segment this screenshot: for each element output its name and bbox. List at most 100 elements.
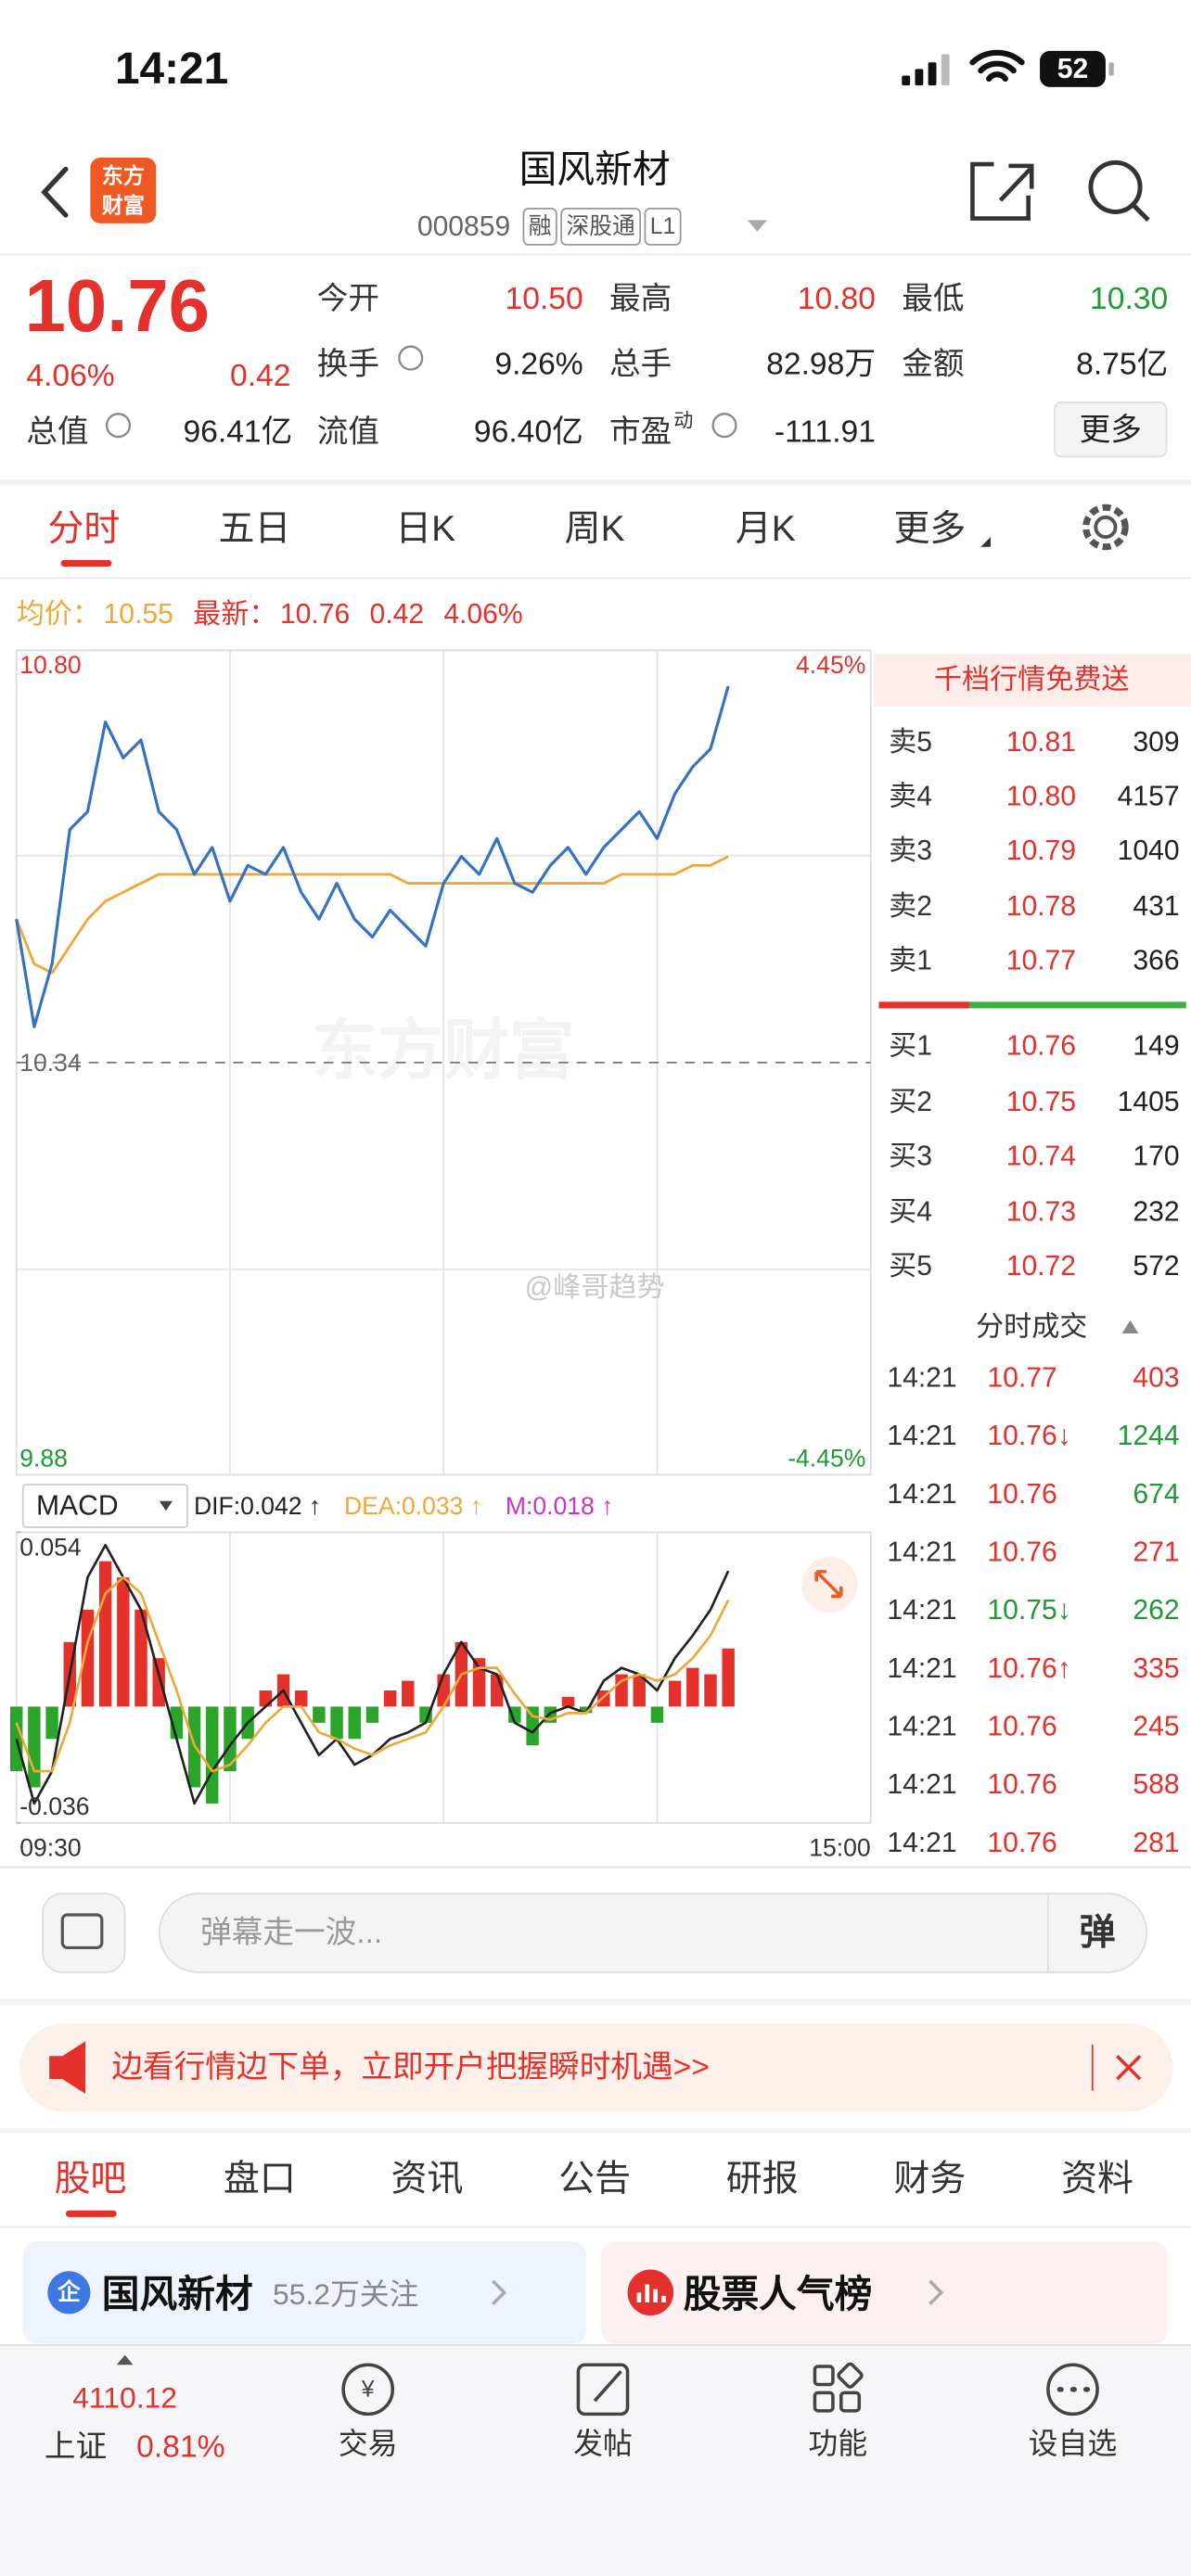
book-volume: 170	[1133, 1141, 1179, 1171]
tab[interactable]: 五日	[219, 509, 291, 549]
tab[interactable]: 日K	[395, 509, 455, 549]
index-change[interactable]: 0.81%	[136, 2429, 224, 2464]
info-text: 均价：	[17, 599, 100, 630]
section-tab[interactable]: 研报	[726, 2160, 799, 2200]
watermark: 东方财富	[313, 1014, 575, 1088]
tab[interactable]: 周K	[565, 509, 625, 549]
settings-button[interactable]	[1082, 504, 1129, 551]
tag-box	[560, 208, 642, 246]
logo-text[interactable]: 财富	[102, 193, 145, 217]
nav-item[interactable]: 功能	[808, 2427, 867, 2460]
battery-tip	[1108, 62, 1114, 76]
section-tab[interactable]: 股吧	[54, 2160, 126, 2200]
macd-bar	[9, 1706, 23, 1772]
field-value: -111.91	[775, 414, 876, 449]
collapse-arrow[interactable]	[1121, 1320, 1139, 1334]
signal-bar	[902, 75, 911, 86]
trades-title[interactable]: 分时成交	[976, 1311, 1087, 1342]
book-label: 卖5	[889, 727, 932, 758]
promo-bar[interactable]	[874, 653, 1191, 707]
nav-item[interactable]: 发帖	[573, 2427, 633, 2460]
section-tab[interactable]: 资料	[1061, 2160, 1133, 2200]
book-price: 10.79	[1006, 835, 1076, 866]
more-button-label[interactable]: 更多	[1080, 413, 1142, 448]
card-title: 股票人气榜	[684, 2273, 873, 2315]
stock-code: 000859	[417, 211, 510, 242]
book-price: 10.74	[1006, 1141, 1076, 1171]
field-sup: 动	[673, 409, 693, 431]
search-button[interactable]	[1088, 159, 1150, 223]
trade-price: 10.76	[987, 1537, 1057, 1567]
comment-toggle[interactable]	[42, 1893, 126, 1973]
search-lens	[1088, 159, 1143, 214]
trade-volume: 1244	[1118, 1421, 1180, 1451]
trade-icon-glyph: ¥	[361, 2377, 375, 2402]
macd-bar	[704, 1674, 717, 1707]
book-label: 买1	[889, 1031, 932, 1062]
info-icon[interactable]	[105, 413, 132, 439]
card-icon	[47, 2271, 91, 2315]
trade-price: 10.76↓	[987, 1421, 1070, 1451]
trade-volume: 674	[1133, 1479, 1179, 1510]
tab[interactable]: 月K	[736, 509, 796, 549]
tab[interactable]: 更多	[893, 509, 966, 549]
comment-placeholder[interactable]: 弹幕走一波...	[200, 1915, 382, 1950]
trade-volume: 271	[1133, 1537, 1179, 1567]
index-value[interactable]: 4110.12	[72, 2381, 177, 2415]
stock-card[interactable]	[22, 2241, 587, 2344]
tab[interactable]: 分时	[47, 509, 120, 549]
close-button[interactable]	[1116, 2055, 1142, 2081]
expand-icon	[814, 1570, 843, 1599]
share-button[interactable]	[970, 161, 1034, 221]
y-tick-label: 0.054	[19, 1533, 81, 1561]
section-tab[interactable]: 财务	[893, 2160, 966, 2200]
tab-underline	[60, 559, 112, 567]
stock-name: 国风新材	[519, 147, 671, 190]
ratio-sell	[878, 1001, 969, 1009]
section-tab[interactable]: 资讯	[391, 2160, 464, 2200]
indicator-select[interactable]	[21, 1484, 188, 1528]
book-price: 10.78	[1006, 891, 1076, 922]
rank-card[interactable]	[601, 2241, 1169, 2344]
section-tab[interactable]: 盘口	[224, 2160, 296, 2200]
y-tick-label: 10.80	[19, 651, 81, 679]
legend-label: DIF:0.042 ↑	[194, 1492, 321, 1520]
banner-text[interactable]: 边看行情边下单，立即开户把握瞬时机遇>>	[111, 2049, 710, 2085]
danmaku-button[interactable]: 弹	[1080, 1913, 1116, 1953]
section-tab[interactable]: 公告	[558, 2160, 631, 2200]
macd-bar	[330, 1706, 343, 1740]
nav-item[interactable]: 交易	[339, 2427, 398, 2460]
book-label: 买5	[889, 1251, 932, 1282]
nav-item[interactable]: 设自选	[1029, 2427, 1118, 2460]
macd-bar	[152, 1658, 165, 1707]
macd-bar	[579, 1706, 593, 1714]
book-volume: 309	[1133, 727, 1179, 758]
indicator-name[interactable]: MACD	[36, 1491, 119, 1522]
info-icon[interactable]	[398, 345, 424, 371]
banner[interactable]	[19, 2022, 1173, 2112]
info-icon[interactable]	[711, 413, 737, 439]
trade-price: 10.76	[987, 1712, 1057, 1742]
dropdown-arrow[interactable]	[747, 220, 768, 232]
stock-tag: 融	[529, 213, 552, 239]
comment-input[interactable]	[158, 1893, 1148, 1973]
promo-text[interactable]: 千档行情免费送	[934, 665, 1130, 695]
index-name[interactable]: 上证	[45, 2429, 107, 2464]
field-label: 总值	[26, 414, 88, 449]
function-cell	[813, 2391, 835, 2413]
expand-arrow[interactable]	[116, 2354, 134, 2366]
macd-bar	[419, 1706, 432, 1723]
logo-text[interactable]: 东方	[102, 163, 145, 187]
megaphone-icon	[49, 2041, 86, 2095]
signal-bar	[928, 62, 937, 86]
trade-volume: 403	[1133, 1362, 1179, 1393]
back-button[interactable]	[41, 166, 69, 218]
logo[interactable]	[90, 158, 157, 223]
average-line	[15, 855, 729, 975]
signal-bar	[915, 69, 924, 86]
book-price: 10.81	[1006, 727, 1076, 758]
more-button[interactable]	[1054, 402, 1168, 458]
